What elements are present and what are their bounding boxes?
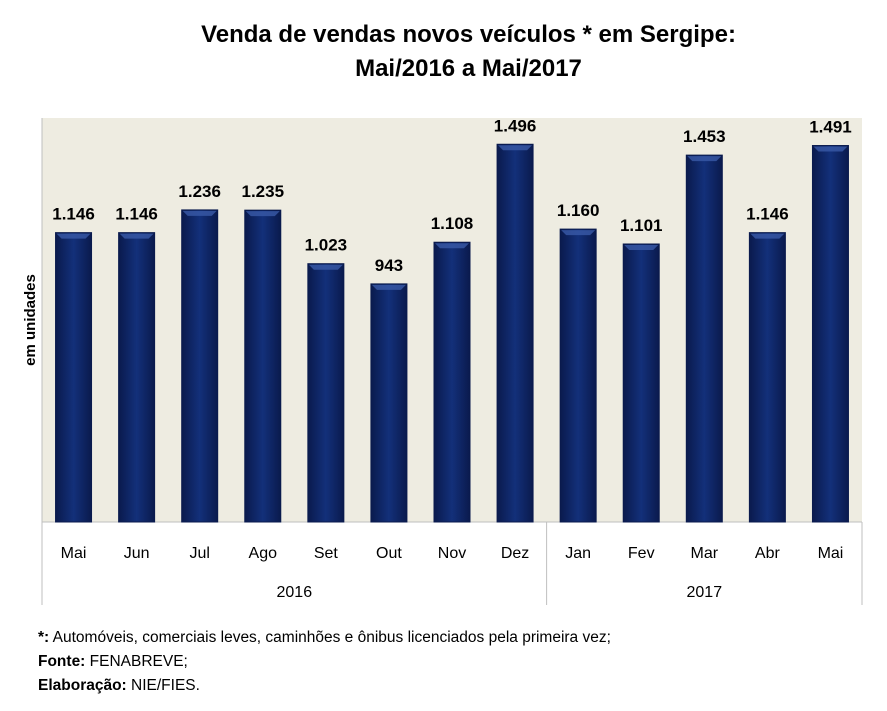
bar-bevel-3 [245, 211, 280, 217]
x-tick-label-4: Set [314, 545, 339, 562]
chart-notes: *: Automóveis, comerciais leves, caminhõ… [38, 626, 611, 698]
x-tick-label-8: Jan [565, 545, 591, 562]
x-tick-label-9: Fev [628, 545, 655, 562]
bar-2 [181, 209, 219, 523]
x-tick-label-7: Dez [501, 545, 529, 562]
bar-bevel-4 [308, 264, 343, 270]
bar-11 [748, 232, 786, 523]
bar-bevel-0 [56, 233, 91, 239]
data-label-4: 1.023 [305, 236, 348, 255]
bar-bevel-7 [498, 145, 533, 151]
bar-bevel-1 [119, 233, 154, 239]
source: Fonte: FENABREVE; [38, 653, 188, 670]
credit: Elaboração: NIE/FIES. [38, 677, 200, 694]
bar-1 [118, 232, 156, 523]
bar-3 [244, 209, 282, 523]
bar-5 [370, 283, 408, 523]
bar-10 [685, 154, 723, 523]
data-label-6: 1.108 [431, 214, 474, 233]
data-label-0: 1.146 [52, 205, 95, 224]
bar-0 [55, 232, 93, 523]
data-label-9: 1.101 [620, 216, 663, 235]
year-label-2017: 2017 [687, 584, 723, 601]
data-label-10: 1.453 [683, 127, 726, 146]
year-label-2016: 2016 [277, 584, 313, 601]
bar-7 [496, 143, 534, 523]
bar-bevel-5 [371, 284, 406, 290]
data-label-1: 1.146 [115, 205, 158, 224]
data-label-7: 1.496 [494, 116, 537, 135]
bar-12 [811, 145, 849, 523]
bar-bevel-6 [435, 243, 469, 249]
data-label-12: 1.491 [809, 118, 852, 137]
bar-bevel-2 [182, 210, 217, 216]
bar-6 [433, 241, 471, 523]
x-tick-label-10: Mar [691, 545, 719, 562]
bar-9 [622, 243, 660, 523]
x-tick-label-2: Jul [189, 545, 209, 562]
bar-bevel-11 [750, 233, 785, 239]
x-tick-label-0: Mai [61, 545, 87, 562]
bar-bevel-12 [813, 146, 848, 152]
bar-bevel-10 [687, 156, 722, 162]
data-label-3: 1.235 [241, 182, 284, 201]
bar-8 [559, 228, 597, 523]
chart-title: Venda de vendas novos veículos * em Serg… [0, 18, 887, 86]
x-tick-label-1: Jun [124, 545, 150, 562]
data-label-2: 1.236 [178, 182, 221, 201]
chart-title-line2: Mai/2016 a Mai/2017 [355, 55, 582, 82]
data-label-5: 943 [375, 256, 403, 275]
y-axis-label: em unidades [22, 274, 39, 366]
bar-bevel-9 [624, 244, 659, 250]
data-label-11: 1.146 [746, 205, 789, 224]
footnote: *: Automóveis, comerciais leves, caminhõ… [38, 629, 611, 646]
x-tick-label-6: Nov [438, 545, 466, 562]
x-tick-label-12: Mai [818, 545, 844, 562]
x-tick-label-11: Abr [755, 545, 781, 562]
chart-title-line1: Venda de vendas novos veículos * em Serg… [201, 21, 736, 48]
x-tick-label-3: Ago [249, 545, 278, 562]
x-tick-label-5: Out [376, 545, 402, 562]
bar-bevel-8 [561, 230, 596, 236]
data-label-8: 1.160 [557, 201, 600, 220]
bar-4 [307, 263, 345, 523]
